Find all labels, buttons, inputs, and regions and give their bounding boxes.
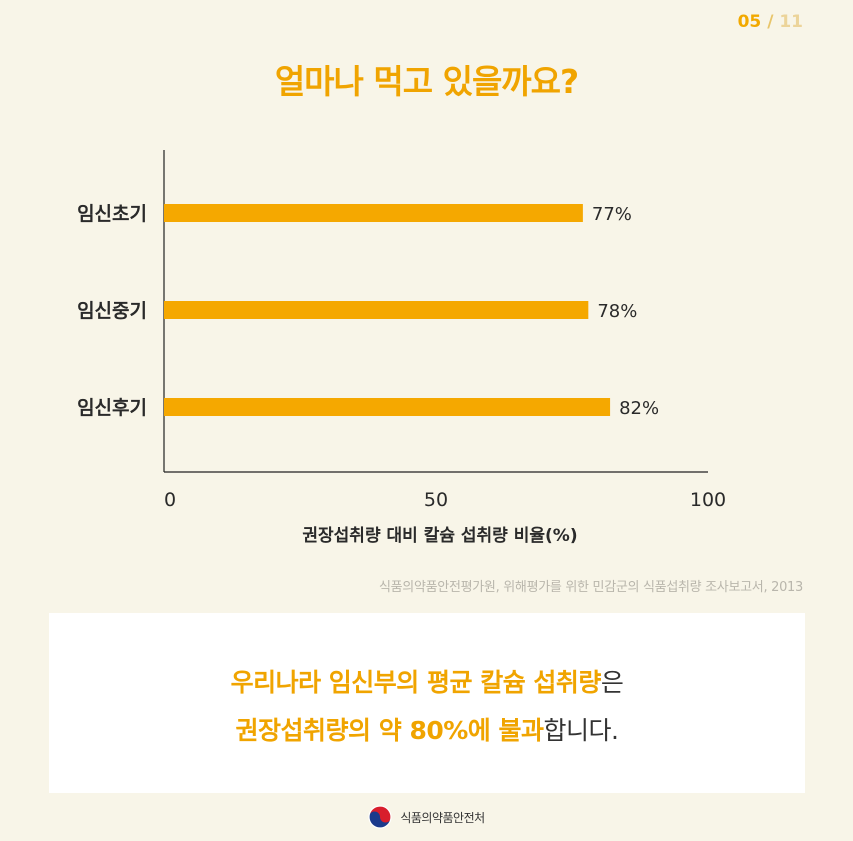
- page-separator: /: [767, 12, 774, 32]
- value-label: 82%: [619, 398, 659, 419]
- category-label: 임신후기: [77, 397, 147, 419]
- summary-text-2: 합니다.: [543, 716, 619, 745]
- summary-highlight-1: 우리나라 임신부의 평균 칼슘 섭취량: [230, 668, 602, 697]
- ministry-name: 식품의약품안전처: [400, 810, 485, 825]
- x-axis-title: 권장섭취량 대비 칼슘 섭취량 비율(%): [302, 525, 577, 546]
- x-tick-label: 100: [690, 489, 726, 511]
- summary-line-1: 우리나라 임신부의 평균 칼슘 섭취량은: [49, 663, 805, 699]
- page-indicator: 05 / 11: [738, 12, 803, 32]
- source-citation: 식품의약품안전평가원, 위해평가를 위한 민감군의 식품섭취량 조사보고서, 2…: [378, 580, 803, 595]
- taegeuk-emblem-icon: [368, 805, 392, 829]
- x-tick-label: 50: [424, 489, 448, 511]
- bar: [164, 398, 611, 416]
- summary-text-1: 은: [600, 668, 624, 697]
- page-title: 얼마나 먹고 있을까요?: [274, 62, 579, 101]
- page-current: 05: [737, 12, 762, 32]
- summary-card: 우리나라 임신부의 평균 칼슘 섭취량은 권장섭취량의 약 80%에 불과합니다…: [49, 613, 805, 793]
- bar: [164, 204, 583, 222]
- ministry-logo: 식품의약품안전처: [0, 805, 853, 829]
- page-total: 11: [779, 12, 803, 32]
- summary-highlight-2: 권장섭취량의 약 80%에 불과: [235, 716, 544, 745]
- category-label: 임신중기: [77, 300, 147, 322]
- bar-chart: 임신초기 77% 임신중기 78% 임신후기 82% 0 50 100 권장섭취량 대비 칼슘 섭…: [77, 150, 726, 546]
- x-tick-label: 0: [164, 489, 176, 511]
- value-label: 77%: [592, 204, 632, 225]
- value-label: 78%: [597, 301, 637, 322]
- bar: [164, 301, 589, 319]
- summary-line-2: 권장섭취량의 약 80%에 불과합니다.: [49, 711, 805, 747]
- category-label: 임신초기: [77, 203, 147, 225]
